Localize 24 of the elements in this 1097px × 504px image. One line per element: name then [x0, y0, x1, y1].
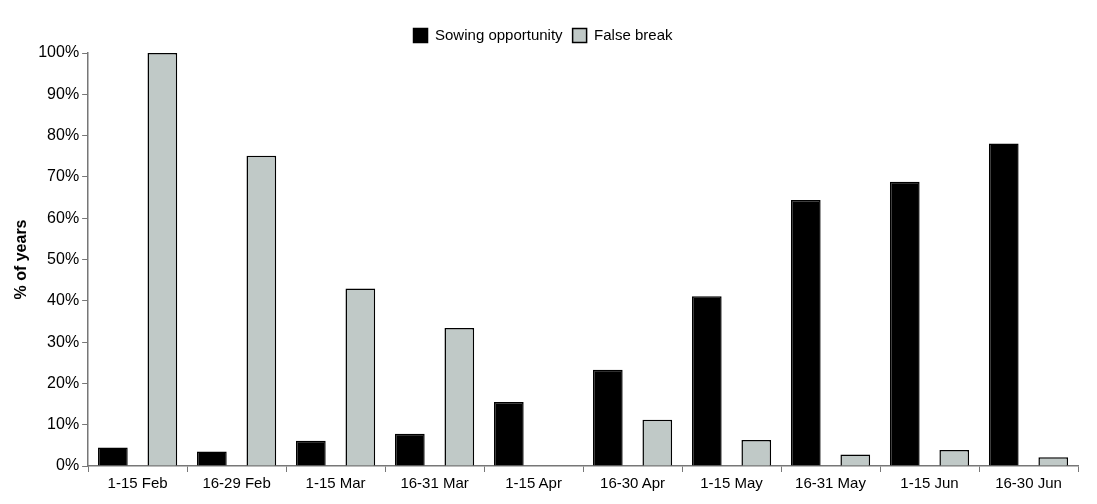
y-tick-label: 90%: [47, 84, 80, 102]
x-tick-label: 1-15 Mar: [305, 474, 366, 492]
y-tick-label: 70%: [47, 167, 80, 185]
y-tick-label: 50%: [47, 249, 80, 267]
y-tick-label: 60%: [47, 208, 80, 226]
x-tick-label: 16-30 Jun: [995, 474, 1062, 492]
y-tick-label: 100%: [38, 43, 80, 61]
x-tick-label: 1-15 Apr: [505, 474, 562, 492]
legend-label: False break: [594, 25, 673, 43]
x-tick-label: 16-30 Apr: [600, 474, 666, 492]
x-tick-label: 1-15 May: [700, 474, 764, 492]
y-tick-label: 30%: [47, 332, 80, 350]
y-tick-label: 0%: [56, 456, 80, 474]
legend-label: Sowing opportunity: [435, 25, 564, 43]
y-tick-label: 10%: [47, 415, 80, 433]
y-tick-label: 80%: [47, 126, 80, 144]
x-tick-label: 1-15 Jun: [900, 474, 959, 492]
x-tick-label: 1-15 Feb: [107, 474, 168, 492]
y-axis-title: % of years: [12, 219, 30, 300]
x-tick-label: 16-31 Mar: [400, 474, 469, 492]
x-tick-label: 16-29 Feb: [202, 474, 271, 492]
y-tick-label: 20%: [47, 373, 80, 391]
x-tick-label: 16-31 May: [795, 474, 867, 492]
y-tick-label: 40%: [47, 291, 80, 309]
